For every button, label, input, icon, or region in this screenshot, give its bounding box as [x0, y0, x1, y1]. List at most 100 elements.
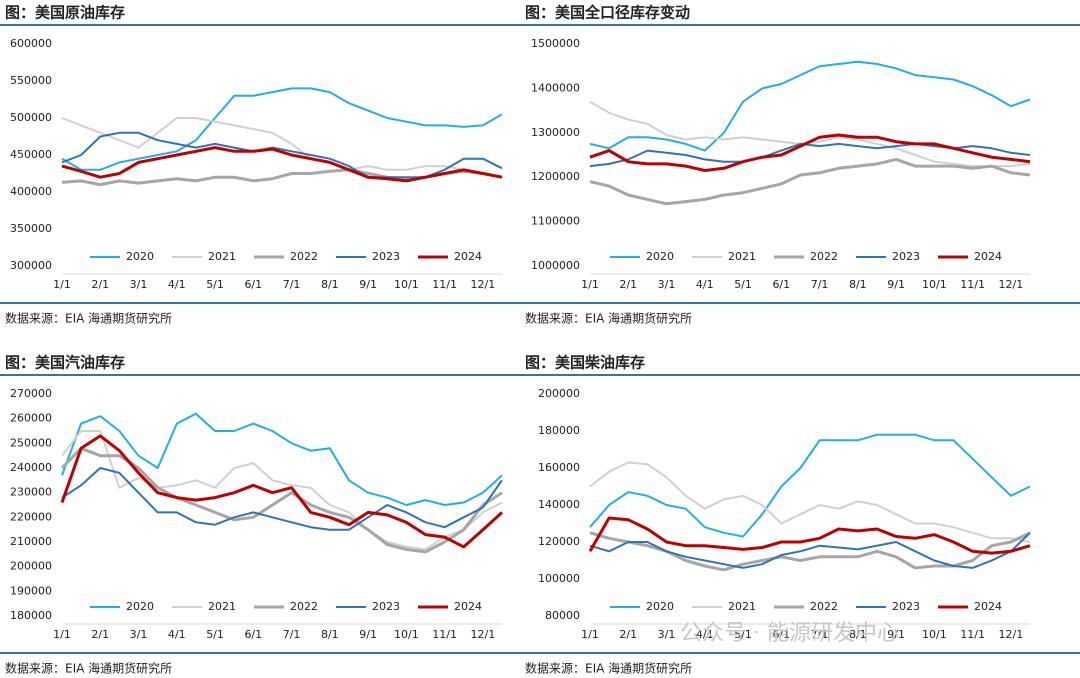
- x-tick-label: 12/1: [999, 628, 1024, 641]
- y-tick-label: 200000: [10, 560, 52, 573]
- y-tick-label: 180000: [538, 424, 580, 437]
- legend-label: 2023: [372, 600, 400, 613]
- x-tick-label: 3/1: [658, 628, 676, 641]
- legend-label: 2020: [126, 250, 154, 263]
- y-tick-label: 450000: [10, 148, 52, 161]
- legend-label: 2020: [646, 250, 674, 263]
- series-line: [61, 146, 503, 183]
- series-line: [60, 446, 503, 554]
- x-tick-label: 2/1: [619, 628, 637, 641]
- x-tick-label: 8/1: [849, 628, 867, 641]
- source: 数据来源：EIA 海通期货研究所: [525, 311, 692, 326]
- legend-label: 2023: [372, 250, 400, 263]
- x-tick-label: 6/1: [244, 278, 262, 291]
- x-tick-label: 12/1: [999, 278, 1024, 291]
- series-line: [61, 430, 503, 551]
- x-tick-label: 1/1: [53, 278, 71, 291]
- series-line: [589, 532, 1031, 569]
- x-tick-label: 3/1: [658, 278, 676, 291]
- x-tick-label: 5/1: [206, 278, 224, 291]
- source: 数据来源：EIA 海通期货研究所: [525, 661, 692, 676]
- x-tick-label: 9/1: [359, 628, 377, 641]
- x-tick-label: 10/1: [394, 628, 419, 641]
- x-tick-label: 10/1: [922, 278, 947, 291]
- y-tick-label: 140000: [538, 498, 580, 511]
- panel-title: 图：美国原油库存: [5, 4, 125, 22]
- watermark: 公众号 · 能源研发中心: [680, 621, 899, 646]
- x-tick-label: 2/1: [619, 278, 637, 291]
- legend-label: 2024: [974, 600, 1002, 613]
- y-tick-label: 80000: [545, 609, 580, 622]
- x-tick-label: 1/1: [581, 628, 599, 641]
- x-tick-label: 10/1: [394, 278, 419, 291]
- series-line: [589, 433, 1031, 538]
- x-tick-label: 11/1: [960, 628, 985, 641]
- x-tick-label: 1/1: [581, 278, 599, 291]
- y-tick-label: 400000: [10, 185, 52, 198]
- x-tick-label: 12/1: [471, 278, 496, 291]
- x-tick-label: 5/1: [734, 628, 752, 641]
- legend-label: 2023: [892, 250, 920, 263]
- source: 数据来源：EIA 海通期货研究所: [5, 311, 172, 326]
- y-tick-label: 180000: [10, 609, 52, 622]
- x-tick-label: 5/1: [206, 628, 224, 641]
- legend-label: 2022: [290, 250, 318, 263]
- x-tick-label: 3/1: [130, 278, 148, 291]
- x-tick-label: 3/1: [130, 628, 148, 641]
- panel-title: 图：美国汽油库存: [5, 354, 125, 372]
- x-tick-label: 5/1: [734, 278, 752, 291]
- series-line: [589, 133, 1031, 172]
- y-tick-label: 210000: [10, 535, 52, 548]
- x-tick-label: 11/1: [432, 628, 457, 641]
- legend-label: 2020: [126, 600, 154, 613]
- y-tick-label: 1500000: [531, 37, 580, 50]
- y-tick-label: 1400000: [531, 81, 580, 94]
- legend-label: 2021: [728, 600, 756, 613]
- x-tick-label: 7/1: [283, 628, 301, 641]
- x-tick-label: 4/1: [168, 628, 186, 641]
- legend-label: 2021: [728, 250, 756, 263]
- legend-label: 2021: [208, 250, 236, 263]
- series-line: [589, 461, 1031, 543]
- x-tick-label: 4/1: [696, 628, 714, 641]
- y-tick-label: 1000000: [531, 259, 580, 272]
- series-line: [61, 87, 503, 171]
- x-tick-label: 1/1: [53, 628, 71, 641]
- y-tick-label: 600000: [10, 37, 52, 50]
- x-tick-label: 8/1: [321, 628, 339, 641]
- y-tick-label: 120000: [538, 535, 580, 548]
- x-tick-label: 8/1: [849, 278, 867, 291]
- panel-title: 图：美国柴油库存: [525, 354, 645, 372]
- series-line: [588, 516, 1031, 555]
- y-tick-label: 250000: [10, 436, 52, 449]
- x-tick-label: 6/1: [772, 628, 790, 641]
- y-tick-label: 190000: [10, 584, 52, 597]
- y-tick-label: 260000: [10, 412, 52, 425]
- series-line: [589, 60, 1031, 152]
- x-tick-label: 4/1: [696, 278, 714, 291]
- panel-title: 图：美国全口径库存变动: [525, 4, 690, 22]
- x-tick-label: 9/1: [359, 278, 377, 291]
- x-tick-label: 4/1: [168, 278, 186, 291]
- x-tick-label: 2/1: [91, 628, 109, 641]
- y-tick-label: 300000: [10, 259, 52, 272]
- y-tick-label: 1100000: [531, 215, 580, 228]
- series-line: [589, 157, 1031, 206]
- x-tick-label: 2/1: [91, 278, 109, 291]
- series-line: [589, 100, 1031, 168]
- y-tick-label: 350000: [10, 222, 52, 235]
- legend-label: 2021: [208, 600, 236, 613]
- x-tick-label: 7/1: [811, 278, 829, 291]
- y-tick-label: 220000: [10, 510, 52, 523]
- legend-label: 2024: [974, 250, 1002, 263]
- series-line: [61, 168, 503, 187]
- y-tick-label: 240000: [10, 461, 52, 474]
- legend-label: 2024: [454, 250, 482, 263]
- series-line: [589, 531, 1031, 572]
- legend-label: 2024: [454, 600, 482, 613]
- y-tick-label: 500000: [10, 111, 52, 124]
- x-tick-label: 9/1: [887, 628, 905, 641]
- x-tick-label: 7/1: [811, 628, 829, 641]
- y-tick-label: 160000: [538, 461, 580, 474]
